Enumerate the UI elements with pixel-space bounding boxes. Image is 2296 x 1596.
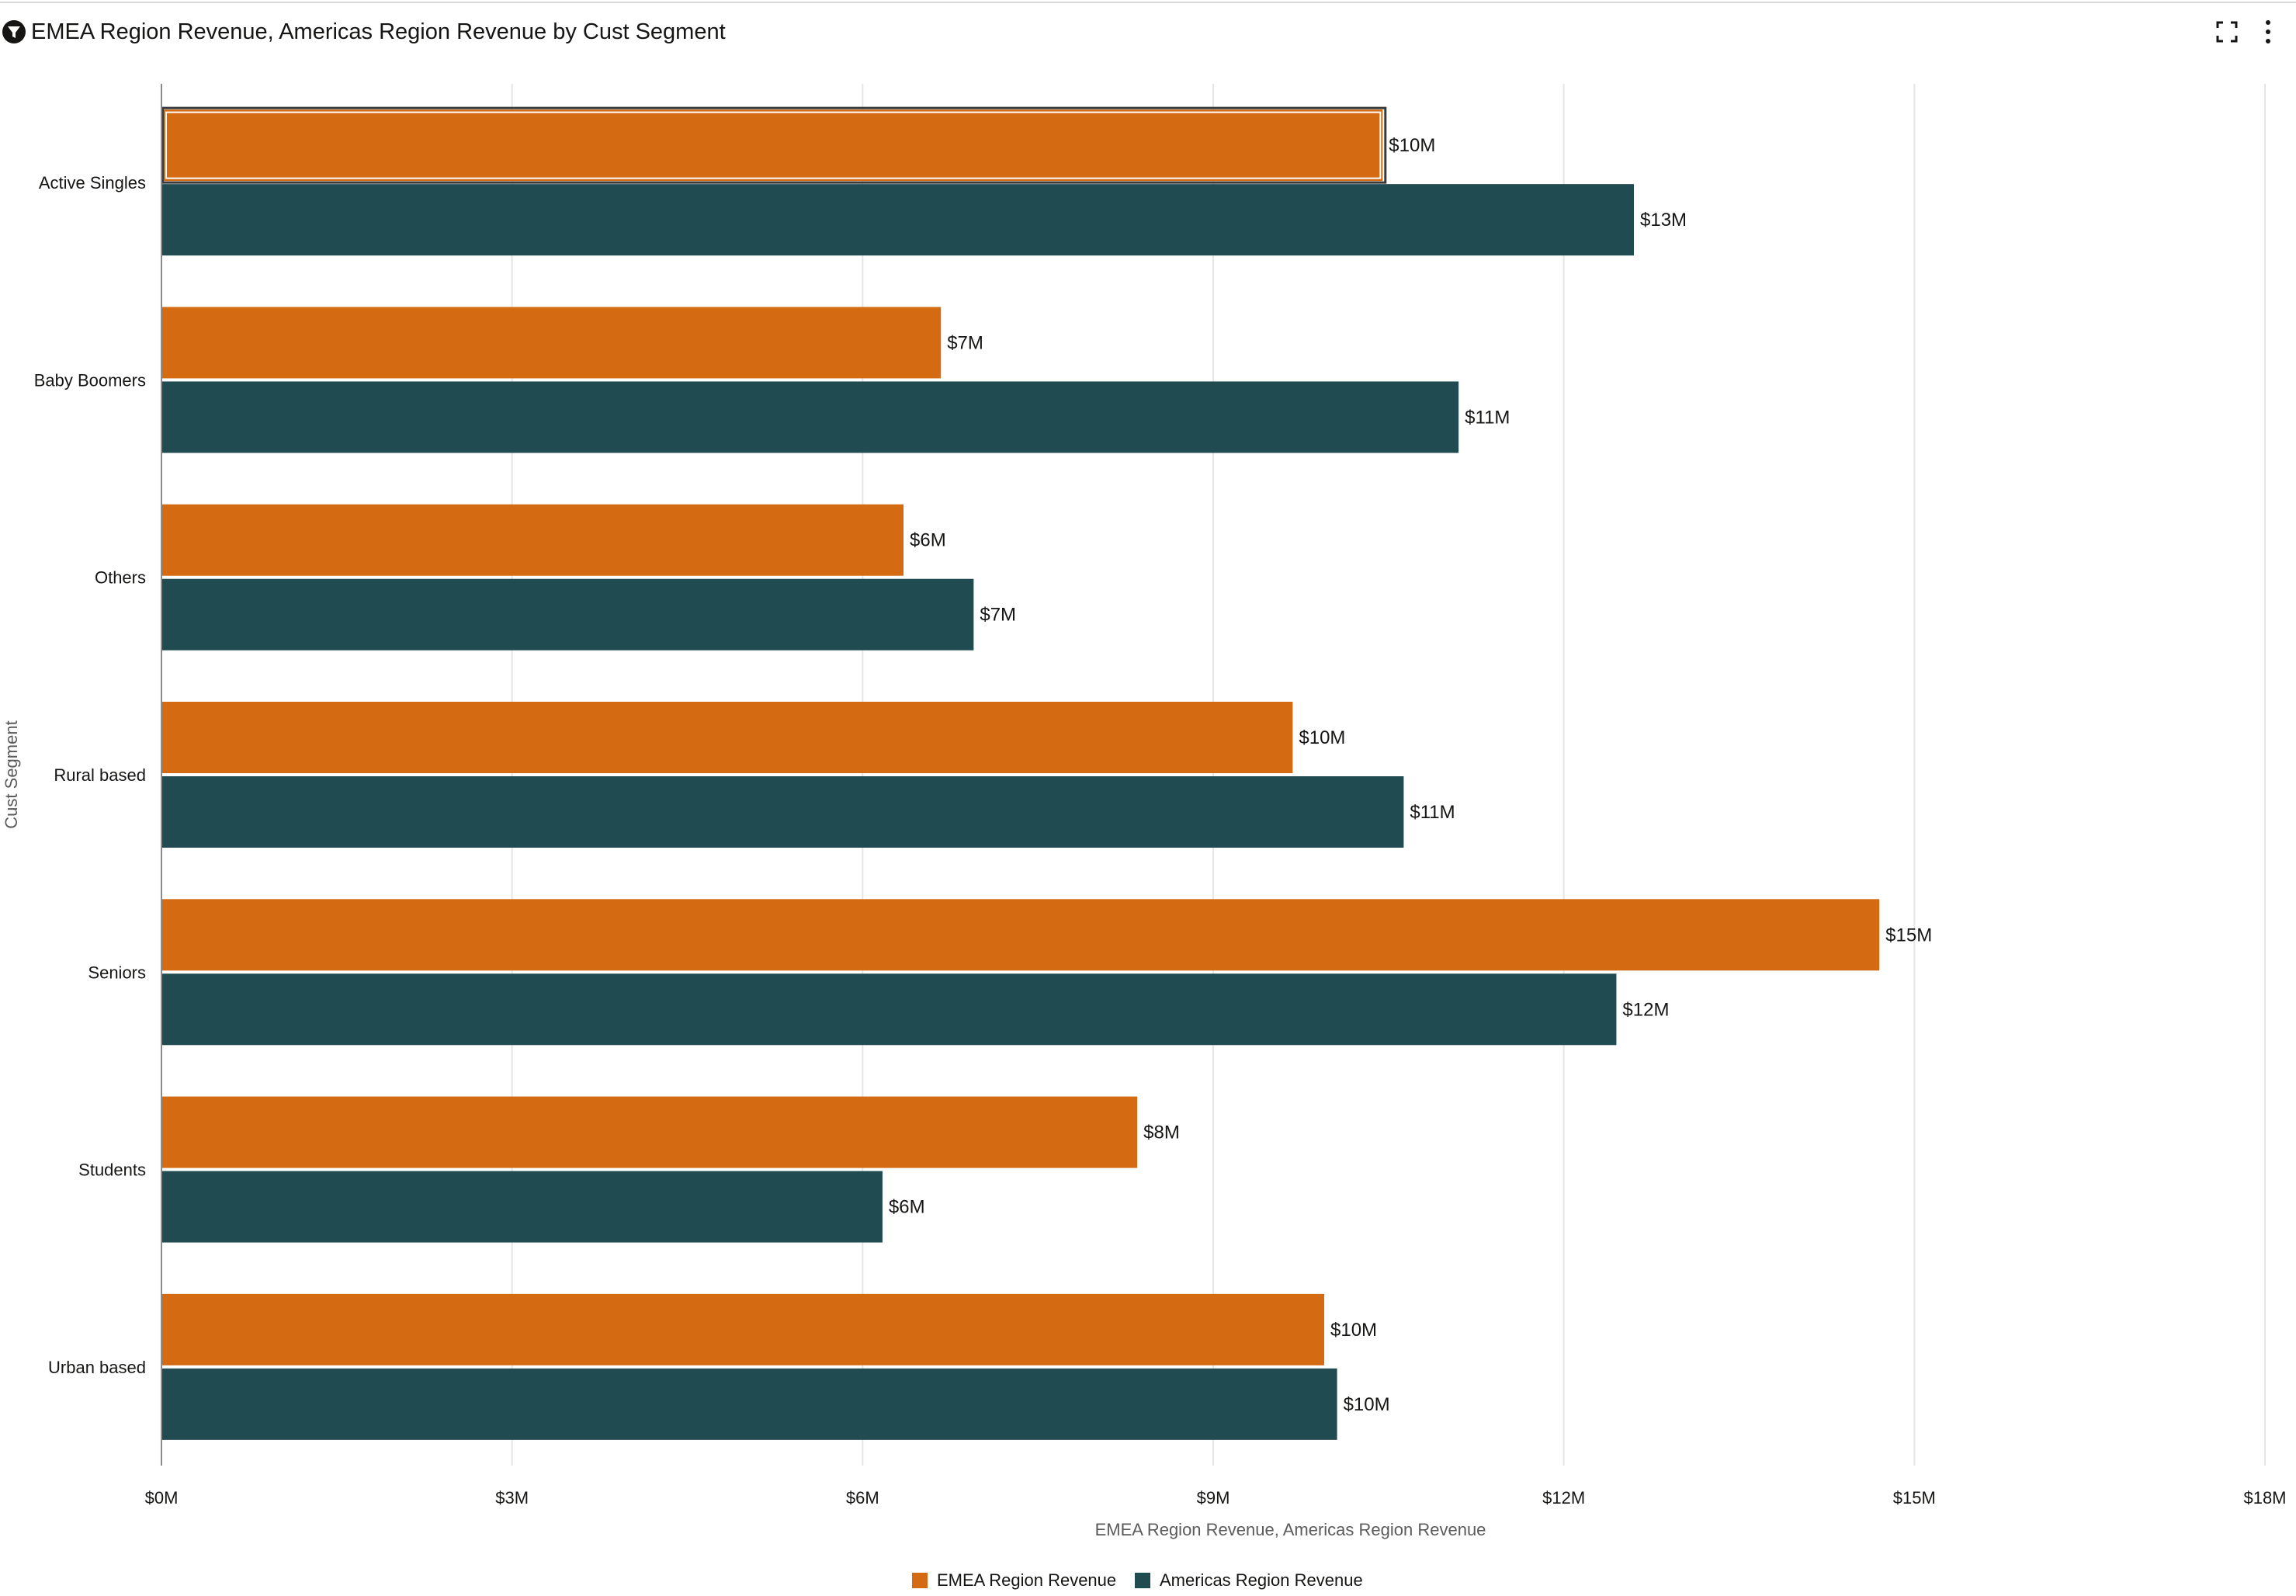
- axes: $0M $3M $6M $9M $12M $15M $18M Active Singles Ba…: [2, 84, 2287, 1539]
- bar-selection-inner: [165, 111, 1382, 179]
- legend-item-emea[interactable]: EMEA Region Revenue: [912, 1565, 1116, 1596]
- legend: EMEA Region Revenue Americas Region Reve…: [0, 1565, 2296, 1596]
- legend-swatch-emea: [912, 1573, 928, 1588]
- data-label-rural-based-americas-region-revenue: $11M: [1410, 802, 1455, 823]
- top-divider: [0, 2, 2296, 3]
- category-label-rural-based: Rural based: [54, 765, 146, 785]
- legend-label-americas: Americas Region Revenue: [1160, 1570, 1363, 1590]
- bar-rural-based-emea-region-revenue: [161, 702, 1293, 773]
- data-label-others-emea-region-revenue: $6M: [910, 530, 946, 551]
- bar-seniors-americas-region-revenue: [161, 973, 1617, 1046]
- chart-title: EMEA Region Revenue, Americas Region Rev…: [31, 19, 726, 44]
- category-label-others: Others: [95, 568, 146, 588]
- bar-students-emea-region-revenue: [161, 1096, 1138, 1168]
- category-label-active-singles: Active Singles: [39, 173, 146, 193]
- x-tick-label-6m: $6M: [846, 1488, 879, 1508]
- legend-label-emea: EMEA Region Revenue: [937, 1570, 1117, 1590]
- category-label-seniors: Seniors: [88, 963, 146, 982]
- data-label-active-singles-americas-region-revenue: $13M: [1640, 210, 1687, 231]
- bar-others-americas-region-revenue: [161, 578, 974, 651]
- legend-swatch-americas: [1135, 1573, 1150, 1588]
- bar-others-emea-region-revenue: [161, 504, 904, 576]
- more-options-icon[interactable]: [2259, 19, 2277, 45]
- x-tick-label-3m: $3M: [495, 1488, 529, 1508]
- x-tick-label-9m: $9M: [1197, 1488, 1230, 1508]
- x-tick-label-15m: $15M: [1893, 1488, 1936, 1508]
- data-label-seniors-americas-region-revenue: $12M: [1622, 999, 1669, 1020]
- filter-icon[interactable]: [2, 19, 26, 44]
- data-label-rural-based-emea-region-revenue: $10M: [1299, 727, 1345, 748]
- bar-baby-boomers-emea-region-revenue: [161, 307, 942, 379]
- bar-active-singles-emea-region-revenue: [161, 109, 1383, 182]
- bar-rural-based-americas-region-revenue: [161, 776, 1404, 848]
- bar-urban-based-emea-region-revenue: [161, 1293, 1325, 1365]
- x-tick-label-12m: $12M: [1542, 1488, 1585, 1508]
- gridlines: [511, 84, 2266, 1466]
- y-axis-title: Cust Segment: [2, 720, 21, 828]
- data-label-students-emea-region-revenue: $8M: [1143, 1122, 1180, 1143]
- data-label-baby-boomers-emea-region-revenue: $7M: [947, 332, 983, 353]
- data-label-others-americas-region-revenue: $7M: [980, 605, 1016, 626]
- data-labels: $10M $13M $7M $11M $6M $7M $10M $11M $15M $12M $8M…: [889, 135, 1932, 1415]
- data-label-baby-boomers-americas-region-revenue: $11M: [1465, 407, 1510, 428]
- category-label-urban-based: Urban based: [48, 1358, 146, 1377]
- chart-header: EMEA Region Revenue, Americas Region Rev…: [0, 0, 2296, 64]
- data-label-urban-based-americas-region-revenue: $10M: [1344, 1394, 1390, 1415]
- bar-urban-based-americas-region-revenue: [161, 1368, 1337, 1440]
- bar-active-singles-americas-region-revenue: [161, 184, 1634, 256]
- data-label-seniors-emea-region-revenue: $15M: [1885, 925, 1932, 945]
- bar-students-americas-region-revenue: [161, 1171, 883, 1243]
- data-label-students-americas-region-revenue: $6M: [889, 1197, 925, 1218]
- x-tick-label-18m: $18M: [2243, 1488, 2286, 1508]
- bars: [161, 106, 1880, 1440]
- bar-selection-outline: [161, 106, 1387, 184]
- bar-seniors-emea-region-revenue: [161, 899, 1880, 971]
- category-label-baby-boomers: Baby Boomers: [34, 370, 146, 390]
- legend-item-americas[interactable]: Americas Region Revenue: [1135, 1565, 1363, 1596]
- x-tick-label-0m: $0M: [145, 1488, 179, 1508]
- fullscreen-icon[interactable]: [2215, 20, 2239, 43]
- data-label-active-singles-emea-region-revenue: $10M: [1389, 135, 1435, 156]
- x-axis-title: EMEA Region Revenue, Americas Region Rev…: [1095, 1520, 1486, 1539]
- bar-baby-boomers-americas-region-revenue: [161, 381, 1459, 453]
- data-label-urban-based-emea-region-revenue: $10M: [1330, 1320, 1377, 1341]
- category-label-students: Students: [78, 1161, 146, 1180]
